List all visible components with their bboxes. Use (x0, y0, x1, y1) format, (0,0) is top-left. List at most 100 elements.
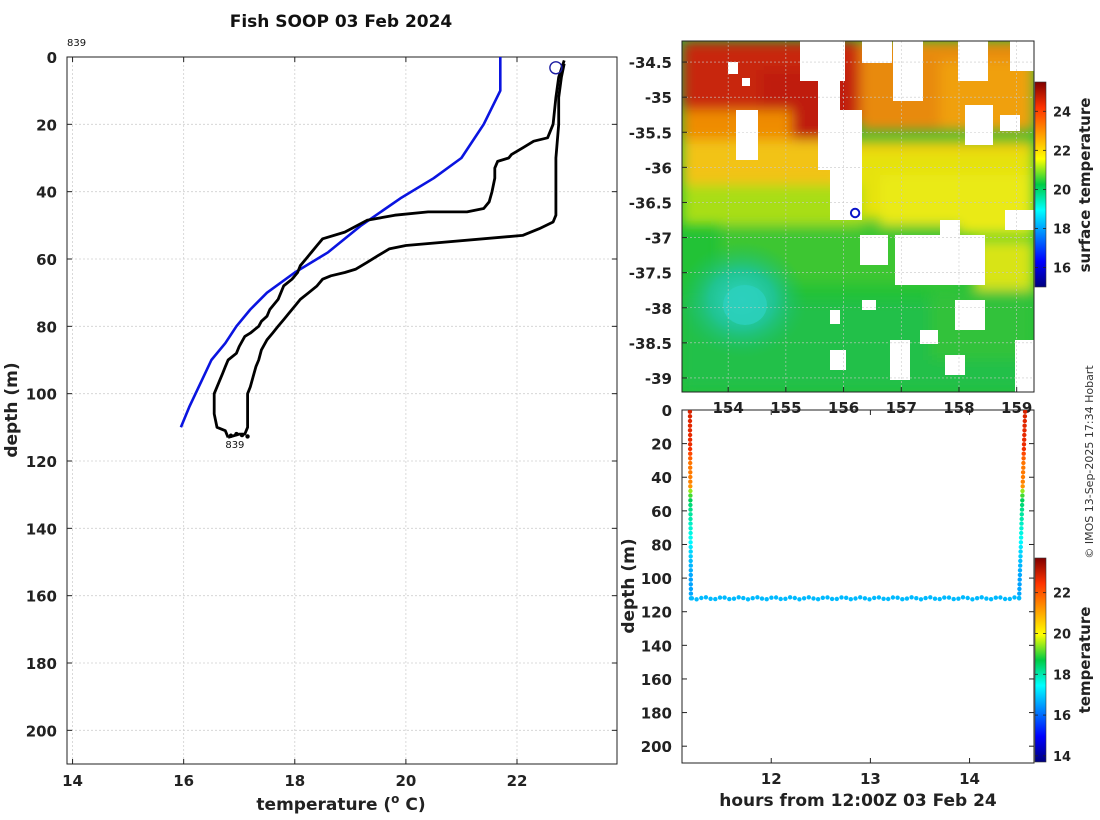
data-point (853, 596, 858, 601)
data-point (1020, 479, 1025, 484)
profile-gridlines (67, 56, 617, 764)
profile-y-label: depth (m) (2, 362, 22, 457)
time-depth-axes-box (681, 409, 1035, 764)
data-point (923, 595, 928, 601)
data-point (688, 502, 693, 508)
time-depth-y-ticks: 0 20 40 60 80 100 120 140 160 180 200 (641, 402, 1034, 756)
data-point (1022, 423, 1027, 428)
time-depth-x-ticks: 12 13 14 (761, 410, 980, 788)
data-point (881, 596, 886, 601)
profile-y-ticks: 0 20 40 60 80 100 120 140 160 180 200 (26, 49, 617, 740)
data-point (1019, 507, 1025, 512)
data-point (689, 596, 695, 601)
data-point (688, 451, 693, 456)
data-point (1021, 437, 1027, 442)
data-point (755, 595, 760, 600)
data-point (713, 596, 718, 602)
data-point (727, 596, 732, 602)
colorbar-tick-label: 18 (1053, 668, 1071, 683)
data-point (699, 595, 704, 601)
data-point (1021, 456, 1026, 461)
data-point (1021, 460, 1026, 466)
start-marker (549, 61, 563, 75)
profile-x-label: temperature (o C) (256, 792, 425, 815)
data-point (688, 558, 693, 564)
data-point (1020, 470, 1026, 475)
data-point (688, 530, 693, 536)
data-point (1019, 512, 1024, 517)
colorbar-tick-label: 20 (1053, 183, 1071, 198)
data-point (688, 498, 693, 503)
data-point (687, 423, 693, 428)
data-point (792, 595, 797, 601)
lat-tick-label: -37.5 (629, 265, 672, 283)
data-point (960, 595, 966, 600)
y-tick-label: 200 (26, 722, 57, 740)
time-depth-points (687, 410, 1028, 602)
data-point (745, 597, 751, 602)
bottom-point (228, 433, 234, 438)
y-tick-label: 80 (651, 536, 672, 554)
data-point (890, 595, 896, 600)
profile-axes-box (66, 56, 618, 765)
data-point (858, 595, 863, 600)
data-point (688, 474, 693, 480)
cloud-mask (728, 41, 1034, 392)
temperature-colorbar (1034, 557, 1047, 763)
sst-map-x-ticks: 154 155 156 157 158 159 (713, 387, 1032, 417)
data-point (687, 414, 693, 419)
y-tick-label: 40 (36, 184, 57, 202)
float-location-marker (849, 207, 861, 219)
data-point (1020, 484, 1025, 489)
data-point (687, 437, 693, 442)
sst-colorbar-ticks: 16 18 20 22 24 (1035, 105, 1071, 276)
data-point (1018, 558, 1023, 564)
bottom-point (234, 431, 239, 437)
time-depth-x-label: hours from 12:00Z 03 Feb 24 (719, 791, 997, 811)
x-tick-label: 18 (284, 772, 305, 790)
colorbar-tick-label: 14 (1053, 750, 1071, 765)
data-point (951, 596, 956, 602)
data-point (815, 597, 821, 602)
data-point (914, 596, 919, 601)
data-point (937, 596, 942, 602)
data-point (688, 554, 693, 559)
sst-map-axes-box (681, 40, 1035, 393)
data-point (1017, 591, 1022, 596)
data-point (988, 597, 994, 602)
data-point (1007, 596, 1012, 602)
data-point (867, 597, 872, 602)
data-point (956, 596, 961, 601)
lat-tick-label: -35 (645, 89, 672, 107)
data-point (834, 596, 839, 602)
data-point (970, 597, 975, 602)
y-tick-label: 100 (26, 386, 57, 404)
data-point (688, 586, 694, 592)
data-point (848, 597, 853, 602)
data-point (687, 446, 693, 452)
sst-map-panel: -34.5 -35 -35.5 -36 -36.5 -37 -37.5 -38 -38.5 -39… (629, 40, 1094, 417)
y-tick-label: 40 (651, 469, 672, 487)
x-tick-label: 14 (959, 770, 980, 788)
data-point (688, 582, 693, 587)
sst-colorbar (1034, 81, 1047, 288)
x-tick-label: 14 (62, 772, 83, 790)
data-point (839, 595, 844, 600)
data-point (1021, 446, 1027, 452)
data-point (1020, 488, 1025, 494)
data-point (783, 596, 788, 601)
data-point (1022, 418, 1027, 424)
data-point (1019, 521, 1024, 526)
lon-tick-label: 156 (828, 399, 859, 417)
data-point (687, 410, 693, 414)
data-point (946, 595, 952, 600)
series-line-downcast (212, 59, 566, 438)
data-point (688, 591, 694, 596)
lat-tick-label: -35.5 (629, 124, 672, 142)
bottom-point (239, 432, 245, 438)
data-point (904, 596, 910, 601)
data-point (876, 595, 882, 600)
data-point (806, 595, 811, 600)
temperature-colorbar-ticks: 14 16 18 20 22 (1035, 587, 1071, 765)
